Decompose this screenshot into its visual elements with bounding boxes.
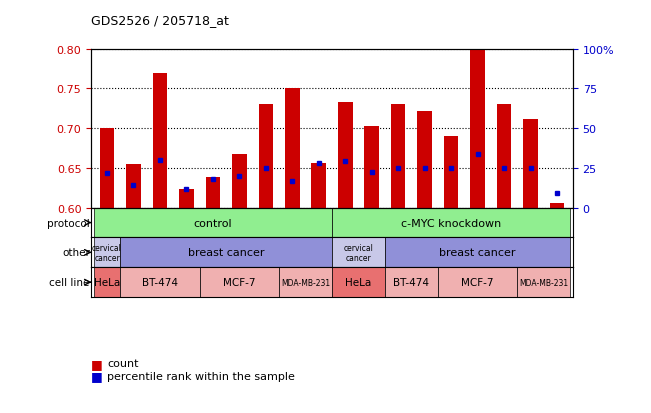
Bar — [120, 238, 332, 268]
Bar — [94, 238, 120, 268]
Bar — [179, 190, 194, 208]
Text: breast cancer: breast cancer — [439, 248, 516, 258]
Bar — [332, 208, 570, 238]
Text: BT-474: BT-474 — [142, 278, 178, 287]
Text: MDA-MB-231: MDA-MB-231 — [281, 278, 330, 287]
Bar — [126, 164, 141, 208]
Bar — [444, 137, 458, 208]
Bar — [285, 89, 299, 208]
Bar — [332, 238, 385, 268]
Text: percentile rank within the sample: percentile rank within the sample — [107, 371, 296, 381]
Bar — [100, 129, 115, 208]
Bar — [438, 268, 518, 297]
Bar — [279, 268, 332, 297]
Text: MDA-MB-231: MDA-MB-231 — [519, 278, 568, 287]
Text: HeLa: HeLa — [345, 278, 372, 287]
Text: HeLa: HeLa — [94, 278, 120, 287]
Text: protocol: protocol — [47, 218, 90, 228]
Bar — [391, 105, 406, 208]
Bar — [311, 164, 326, 208]
Text: cervical
cancer: cervical cancer — [344, 243, 374, 262]
Bar — [385, 238, 570, 268]
Bar — [365, 126, 379, 208]
Text: cell line: cell line — [49, 278, 90, 287]
Bar — [385, 268, 438, 297]
Bar — [153, 74, 167, 208]
Bar — [470, 50, 485, 208]
Text: GDS2526 / 205718_at: GDS2526 / 205718_at — [91, 14, 229, 27]
Text: control: control — [193, 218, 232, 228]
Bar — [94, 268, 120, 297]
Bar — [497, 105, 511, 208]
Bar — [200, 268, 279, 297]
Bar — [332, 268, 385, 297]
Text: MCF-7: MCF-7 — [462, 278, 494, 287]
Bar — [417, 112, 432, 208]
Text: other: other — [62, 248, 90, 258]
Text: cervical
cancer: cervical cancer — [92, 243, 122, 262]
Text: BT-474: BT-474 — [393, 278, 430, 287]
Bar — [518, 268, 570, 297]
Text: breast cancer: breast cancer — [188, 248, 264, 258]
Bar — [120, 268, 200, 297]
Text: MCF-7: MCF-7 — [223, 278, 256, 287]
Bar — [338, 103, 353, 208]
Text: c-MYC knockdown: c-MYC knockdown — [401, 218, 501, 228]
Bar — [258, 105, 273, 208]
Bar — [549, 203, 564, 208]
Text: count: count — [107, 358, 139, 368]
Text: ■: ■ — [91, 357, 103, 370]
Text: ■: ■ — [91, 369, 103, 382]
Bar — [206, 178, 220, 208]
Bar — [232, 155, 247, 208]
Bar — [523, 119, 538, 208]
Bar — [94, 208, 332, 238]
